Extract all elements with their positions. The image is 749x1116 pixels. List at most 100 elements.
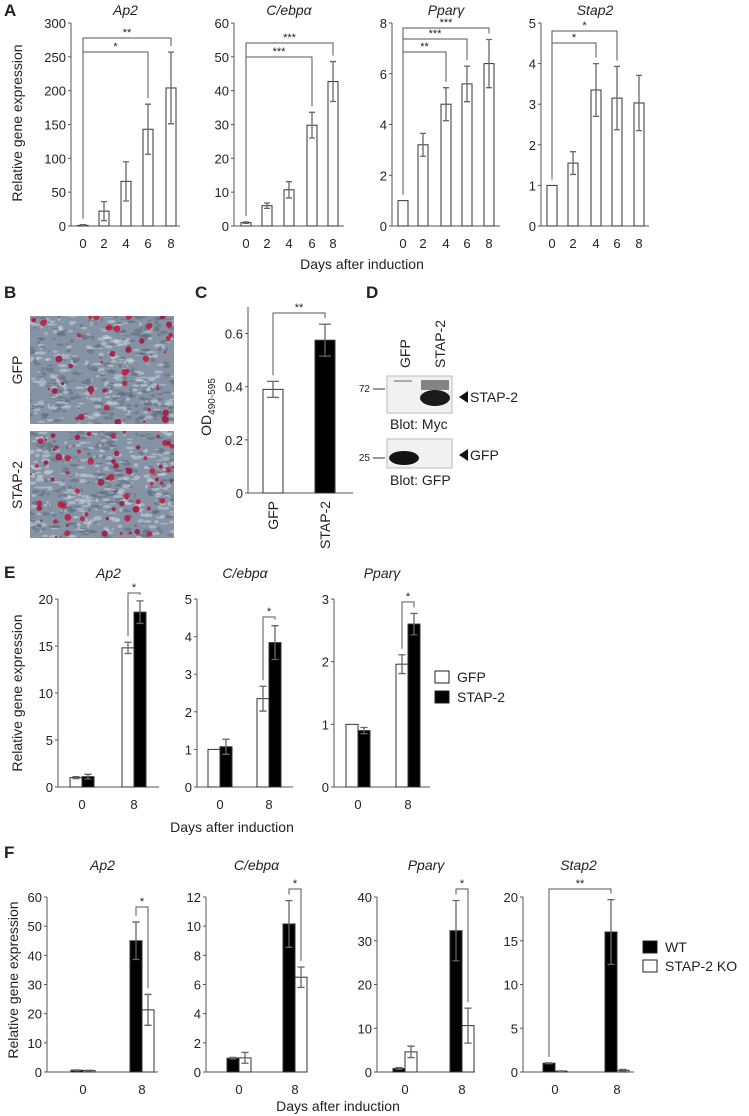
cell <box>161 491 170 495</box>
cell <box>122 406 128 411</box>
cell <box>139 326 144 330</box>
x-tick-label: 0 <box>354 797 361 812</box>
cell <box>107 531 114 534</box>
cell <box>93 368 99 372</box>
cell <box>77 422 81 424</box>
y-tick-label: 40 <box>28 948 42 963</box>
cell <box>168 533 172 537</box>
significance-bracket <box>288 888 302 961</box>
cell <box>119 318 130 321</box>
lipid-droplet <box>146 506 151 511</box>
cell <box>41 454 51 458</box>
cell <box>31 504 36 509</box>
cell <box>57 331 66 335</box>
cell <box>157 397 164 401</box>
significance-bracket <box>262 616 276 681</box>
cell <box>68 534 77 538</box>
legend-swatch <box>434 670 450 684</box>
lipid-droplet <box>163 350 167 354</box>
cell <box>77 407 81 410</box>
cell <box>40 378 45 380</box>
cell <box>30 520 34 523</box>
y-axis-title: Relative gene expression <box>9 614 25 771</box>
bar <box>327 81 339 227</box>
cell <box>34 520 41 524</box>
cell <box>121 392 124 396</box>
error-bar <box>85 1069 93 1072</box>
cell <box>147 336 153 341</box>
cell <box>153 418 158 421</box>
cell <box>48 418 54 422</box>
cell <box>47 403 50 409</box>
cell <box>59 368 68 373</box>
lipid-droplet <box>105 516 110 521</box>
cell <box>162 467 166 472</box>
significance-label: * <box>406 591 411 603</box>
y-tick-label: 5 <box>46 733 53 748</box>
cell <box>80 326 88 330</box>
y-tick-label: 10 <box>39 686 53 701</box>
cell <box>110 360 118 363</box>
lipid-droplet <box>74 488 81 494</box>
chart-title: C/ebpα <box>222 565 268 581</box>
chart-title: Pparγ <box>428 2 466 18</box>
lipid-droplet <box>50 433 56 439</box>
cell <box>76 530 81 532</box>
cell <box>126 441 133 444</box>
cell <box>100 378 108 382</box>
cell <box>107 443 114 447</box>
cell <box>152 532 159 536</box>
cell <box>85 345 91 348</box>
bar <box>407 623 421 788</box>
error-bar <box>309 111 315 139</box>
cell <box>47 382 55 384</box>
y-tick-label: 1 <box>185 742 192 757</box>
lipid-droplet <box>165 335 171 341</box>
lipid-droplet <box>110 433 116 439</box>
lipid-droplet <box>122 431 126 434</box>
band-label: GFP <box>470 447 499 463</box>
cell <box>169 511 174 513</box>
y-tick-label: 5 <box>511 1021 518 1036</box>
cell <box>145 387 151 392</box>
cell <box>96 454 99 457</box>
cell <box>69 463 79 467</box>
lipid-droplet <box>87 385 95 393</box>
significance-label: * <box>582 20 587 32</box>
cell <box>150 357 156 363</box>
cell <box>79 458 89 462</box>
y-tick-label: 15 <box>39 639 53 654</box>
cell <box>102 455 106 459</box>
cell <box>162 464 169 468</box>
lipid-droplet <box>86 431 92 437</box>
cell <box>63 392 68 395</box>
x-tick-label: 6 <box>144 236 151 251</box>
cell <box>154 325 158 330</box>
bar <box>226 1057 240 1073</box>
lipid-droplet <box>43 460 49 465</box>
significance-bracket <box>135 906 149 989</box>
cell <box>92 483 95 486</box>
significance-bracket <box>82 51 149 219</box>
chart-title: Pparγ <box>364 565 402 581</box>
cell <box>143 330 153 333</box>
cell <box>106 364 115 368</box>
lipid-droplet <box>97 479 105 486</box>
y-tick-label: 4 <box>185 630 192 645</box>
lipid-droplet <box>89 390 94 395</box>
cell <box>34 486 44 489</box>
cell <box>99 436 107 439</box>
cell <box>84 337 88 339</box>
cell <box>118 332 126 335</box>
cell <box>107 412 115 417</box>
x-tick-label: STAP-2 <box>317 501 333 549</box>
lipid-droplet <box>57 501 64 508</box>
cell <box>70 478 80 483</box>
y-tick-label: 5 <box>185 592 192 607</box>
cell <box>92 432 98 436</box>
bar <box>357 730 371 788</box>
y-tick-label: 0 <box>380 219 387 234</box>
lipid-droplet <box>147 407 151 412</box>
cell <box>48 323 52 326</box>
micrograph-content <box>30 316 174 424</box>
